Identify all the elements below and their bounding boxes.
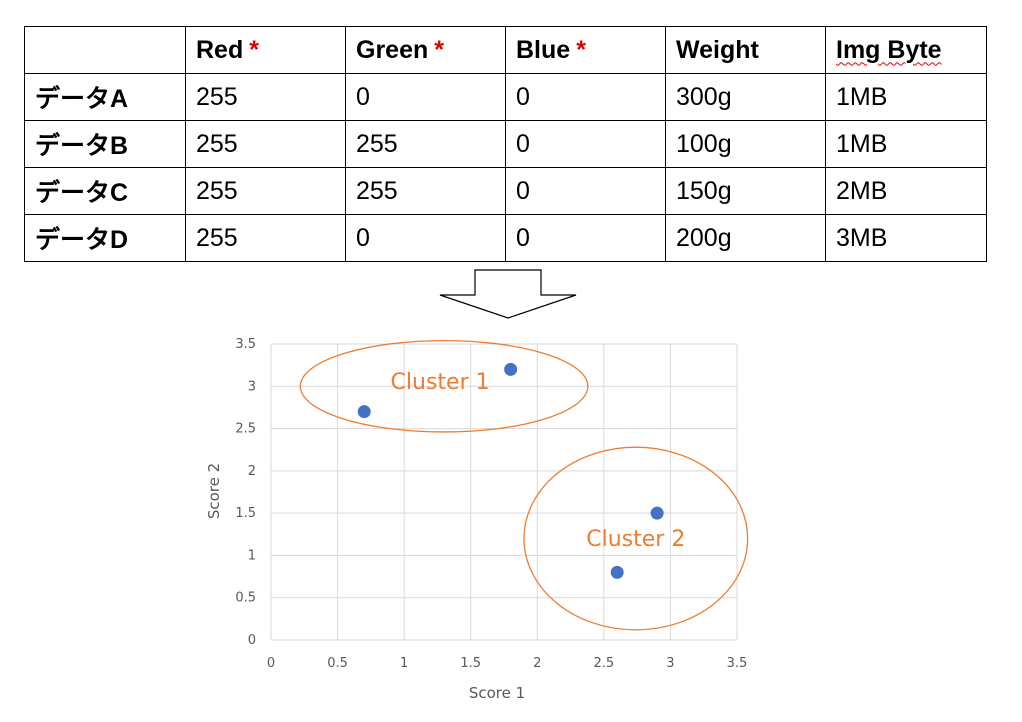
header-weight: Weight <box>665 26 826 74</box>
data-point <box>504 362 518 376</box>
data-point <box>610 565 624 579</box>
header-label: Green <box>356 35 429 64</box>
cluster-ellipse <box>299 339 589 433</box>
cluster-ellipse <box>523 446 749 631</box>
required-mark: * <box>249 35 259 64</box>
y-tick-label: 1 <box>248 548 256 563</box>
table-cell: 255 <box>185 120 346 168</box>
x-tick-label: 2.5 <box>594 656 615 671</box>
table-cell: 150g <box>665 167 826 215</box>
table-row: データA 255 0 0 300g 1MB <box>24 73 987 121</box>
x-tick-label: 0.5 <box>327 656 348 671</box>
table-cell: 3MB <box>825 214 987 262</box>
header-blue: Blue * <box>505 26 666 74</box>
y-tick-label: 3.5 <box>235 337 256 352</box>
table-cell: 255 <box>345 120 506 168</box>
required-mark: * <box>434 35 444 64</box>
y-tick-label: 0 <box>248 633 256 648</box>
row-header-cell: データA <box>24 73 186 121</box>
y-tick-label: 2.5 <box>235 422 256 437</box>
required-mark: * <box>576 35 586 64</box>
y-tick-label: 3 <box>248 379 256 394</box>
table-row: データD 255 0 0 200g 3MB <box>24 214 987 262</box>
table-cell: 200g <box>665 214 826 262</box>
y-tick-label: 1.5 <box>235 506 256 521</box>
y-axis-label: Score 2 <box>205 463 223 519</box>
table-header-row: Red * Green * Blue * Weight Img Byte <box>24 26 987 74</box>
row-header-cell: データD <box>24 214 186 262</box>
cluster-label: Cluster 1 <box>391 370 490 395</box>
header-label: Img Byte <box>836 35 942 64</box>
header-label: Red <box>196 35 244 64</box>
x-tick-label: 1 <box>400 656 408 671</box>
table-cell: 2MB <box>825 167 987 215</box>
y-tick-label: 2 <box>248 464 256 479</box>
header-label: Blue <box>516 35 571 64</box>
x-tick-label: 3.5 <box>727 656 748 671</box>
x-tick-label: 2 <box>533 656 541 671</box>
row-header-cell: データC <box>24 167 186 215</box>
x-tick-label: 3 <box>666 656 674 671</box>
table-cell: 0 <box>345 214 506 262</box>
x-tick-label: 0 <box>267 656 275 671</box>
data-table: Red * Green * Blue * Weight Img Byte データA 25… <box>24 26 987 262</box>
cluster-label: Cluster 2 <box>586 527 685 552</box>
y-tick-label: 0.5 <box>235 591 256 606</box>
data-point <box>650 506 664 520</box>
table-cell: 0 <box>345 73 506 121</box>
table-cell: 255 <box>185 73 346 121</box>
table-row: データC 255 255 0 150g 2MB <box>24 167 987 215</box>
table-cell: 300g <box>665 73 826 121</box>
header-img-byte: Img Byte <box>825 26 987 74</box>
x-tick-label: 1.5 <box>460 656 481 671</box>
table-cell: 0 <box>505 73 666 121</box>
data-point <box>357 405 371 419</box>
table-cell: 255 <box>345 167 506 215</box>
x-axis-label: Score 1 <box>469 684 525 702</box>
table-cell: 255 <box>185 214 346 262</box>
